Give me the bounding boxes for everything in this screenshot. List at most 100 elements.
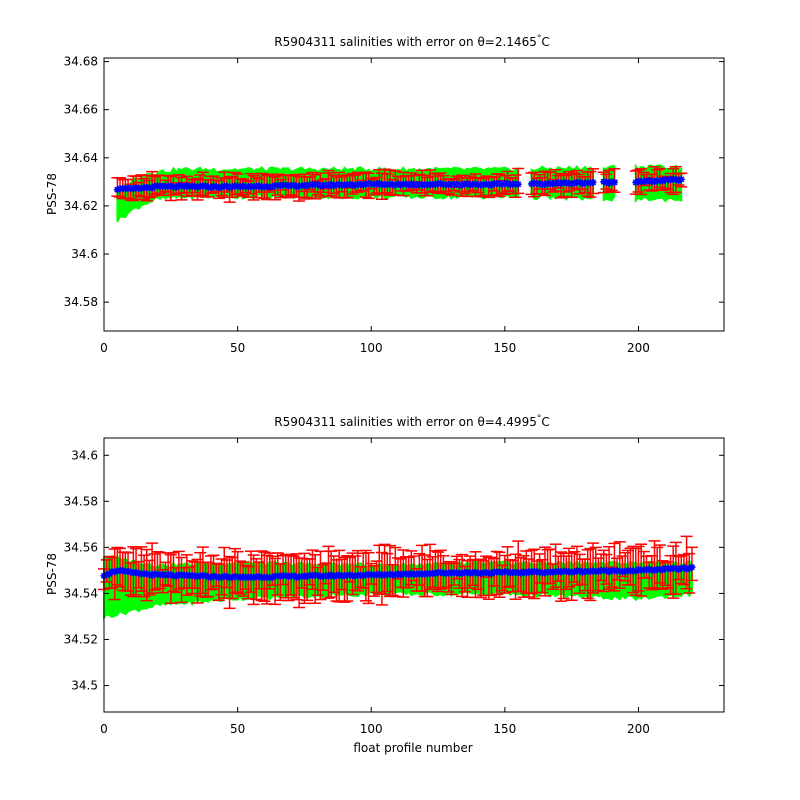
top-salinity-point xyxy=(675,176,683,184)
top-chart-ylabel: PSS-78 xyxy=(45,173,59,215)
bottom-salinity-point xyxy=(594,567,602,575)
bottom-salinity-point xyxy=(194,573,202,581)
top-salinity-point xyxy=(463,180,471,188)
bottom-salinity-point xyxy=(688,563,696,571)
bottom-y-tick-label: 34.5 xyxy=(71,679,98,693)
bottom-salinity-point xyxy=(554,567,562,575)
top-salinity-point xyxy=(402,180,410,188)
bottom-salinity-point xyxy=(602,567,610,575)
bottom-salinity-point xyxy=(632,567,640,575)
bottom-salinity-point xyxy=(570,568,578,576)
top-salinity-point xyxy=(255,182,263,190)
top-salinity-point xyxy=(234,182,242,190)
bottom-salinity-point xyxy=(167,571,175,579)
top-y-tick-label: 34.64 xyxy=(64,151,98,165)
top-salinity-point xyxy=(632,178,640,186)
bottom-y-tick-label: 34.52 xyxy=(64,632,98,646)
bottom-y-tick-label: 34.6 xyxy=(71,448,98,462)
top-chart-panel: R5904311 salinities with error on θ=2.14… xyxy=(45,34,725,355)
top-salinity-point xyxy=(282,181,290,189)
bottom-salinity-point xyxy=(191,572,199,580)
top-salinity-point xyxy=(391,181,399,189)
bottom-salinity-point xyxy=(576,567,584,575)
bottom-salinity-point xyxy=(672,565,680,573)
bottom-salinity-point xyxy=(375,570,383,578)
top-salinity-point xyxy=(386,180,394,188)
top-salinity-point xyxy=(514,180,522,188)
bottom-salinity-point xyxy=(359,572,367,580)
top-y-tick-label: 34.62 xyxy=(64,199,98,213)
bottom-salinity-point xyxy=(202,572,210,580)
bottom-chart-panel: R5904311 salinities with error on θ=4.49… xyxy=(45,414,725,755)
bottom-salinity-point xyxy=(210,572,218,580)
bottom-salinity-point xyxy=(421,570,429,578)
bottom-salinity-point xyxy=(536,568,544,576)
bottom-salinity-point xyxy=(172,572,180,580)
top-x-tick-label: 50 xyxy=(230,341,245,355)
top-salinity-point xyxy=(167,182,175,190)
bottom-salinity-point xyxy=(504,568,512,576)
top-salinity-point xyxy=(528,180,536,188)
bottom-chart-title-theta: θ=4.4995 xyxy=(477,415,536,429)
bottom-salinity-point xyxy=(119,567,127,575)
bottom-chart-ylabel: PSS-78 xyxy=(45,553,59,595)
bottom-salinity-point xyxy=(127,568,135,576)
bottom-salinity-point xyxy=(207,573,215,581)
top-salinity-point xyxy=(570,179,578,187)
bottom-salinity-point xyxy=(255,573,263,581)
top-axes-box xyxy=(103,57,725,332)
top-salinity-point xyxy=(610,178,618,186)
top-salinity-point xyxy=(394,180,402,188)
bottom-chart-title-unit: C xyxy=(541,415,549,429)
bottom-x-tick-label: 150 xyxy=(493,722,516,736)
bottom-salinity-point xyxy=(148,571,156,579)
top-salinity-point xyxy=(541,180,549,188)
bottom-salinity-point xyxy=(407,569,415,577)
top-salinity-point xyxy=(557,180,565,188)
bottom-salinity-point xyxy=(314,571,322,579)
top-salinity-point xyxy=(651,178,659,186)
bottom-chart-xlabel: float profile number xyxy=(353,741,472,755)
bottom-salinity-point xyxy=(394,570,402,578)
bottom-salinity-point xyxy=(268,573,276,581)
top-salinity-point xyxy=(194,183,202,191)
bottom-x-tick-label: 0 xyxy=(100,722,108,736)
bottom-y-tick-label: 34.58 xyxy=(64,494,98,508)
top-chart-title-prefix: R5904311 salinities with error on xyxy=(274,35,477,49)
bottom-salinity-point xyxy=(391,571,399,579)
top-salinity-point xyxy=(172,183,180,191)
top-y-tick-label: 34.68 xyxy=(64,55,98,69)
top-salinity-point xyxy=(407,180,415,188)
bottom-salinity-point xyxy=(145,570,153,578)
bottom-salinity-point xyxy=(659,566,667,574)
bottom-salinity-point xyxy=(111,568,119,576)
top-salinity-point xyxy=(397,181,405,189)
bottom-salinity-point xyxy=(453,569,461,577)
bottom-salinity-point xyxy=(677,564,685,572)
top-y-tick-label: 34.66 xyxy=(64,103,98,117)
top-salinity-point xyxy=(498,180,506,188)
top-salinity-point xyxy=(421,181,429,189)
bottom-salinity-point xyxy=(645,565,653,573)
bottom-salinity-point xyxy=(330,572,338,580)
bottom-salinity-point xyxy=(405,571,413,579)
top-chart-title-unit: C xyxy=(541,35,549,49)
bottom-salinity-point xyxy=(621,567,629,575)
bottom-salinity-point xyxy=(346,571,354,579)
top-salinity-point xyxy=(576,178,584,186)
bottom-salinity-point xyxy=(324,572,332,580)
top-salinity-point xyxy=(431,181,439,189)
bottom-salinity-point xyxy=(303,573,311,581)
top-salinity-point xyxy=(129,185,137,193)
bottom-salinity-point xyxy=(234,573,242,581)
top-salinity-point xyxy=(346,180,354,188)
top-chart-title-theta: θ=2.1465 xyxy=(477,35,536,49)
top-salinity-point xyxy=(602,178,610,186)
top-salinity-point xyxy=(314,181,322,189)
bottom-x-tick-label: 200 xyxy=(627,722,650,736)
bottom-salinity-point xyxy=(335,571,343,579)
top-x-tick-label: 100 xyxy=(360,341,383,355)
top-salinity-point xyxy=(330,182,338,190)
top-salinity-point xyxy=(375,179,383,187)
